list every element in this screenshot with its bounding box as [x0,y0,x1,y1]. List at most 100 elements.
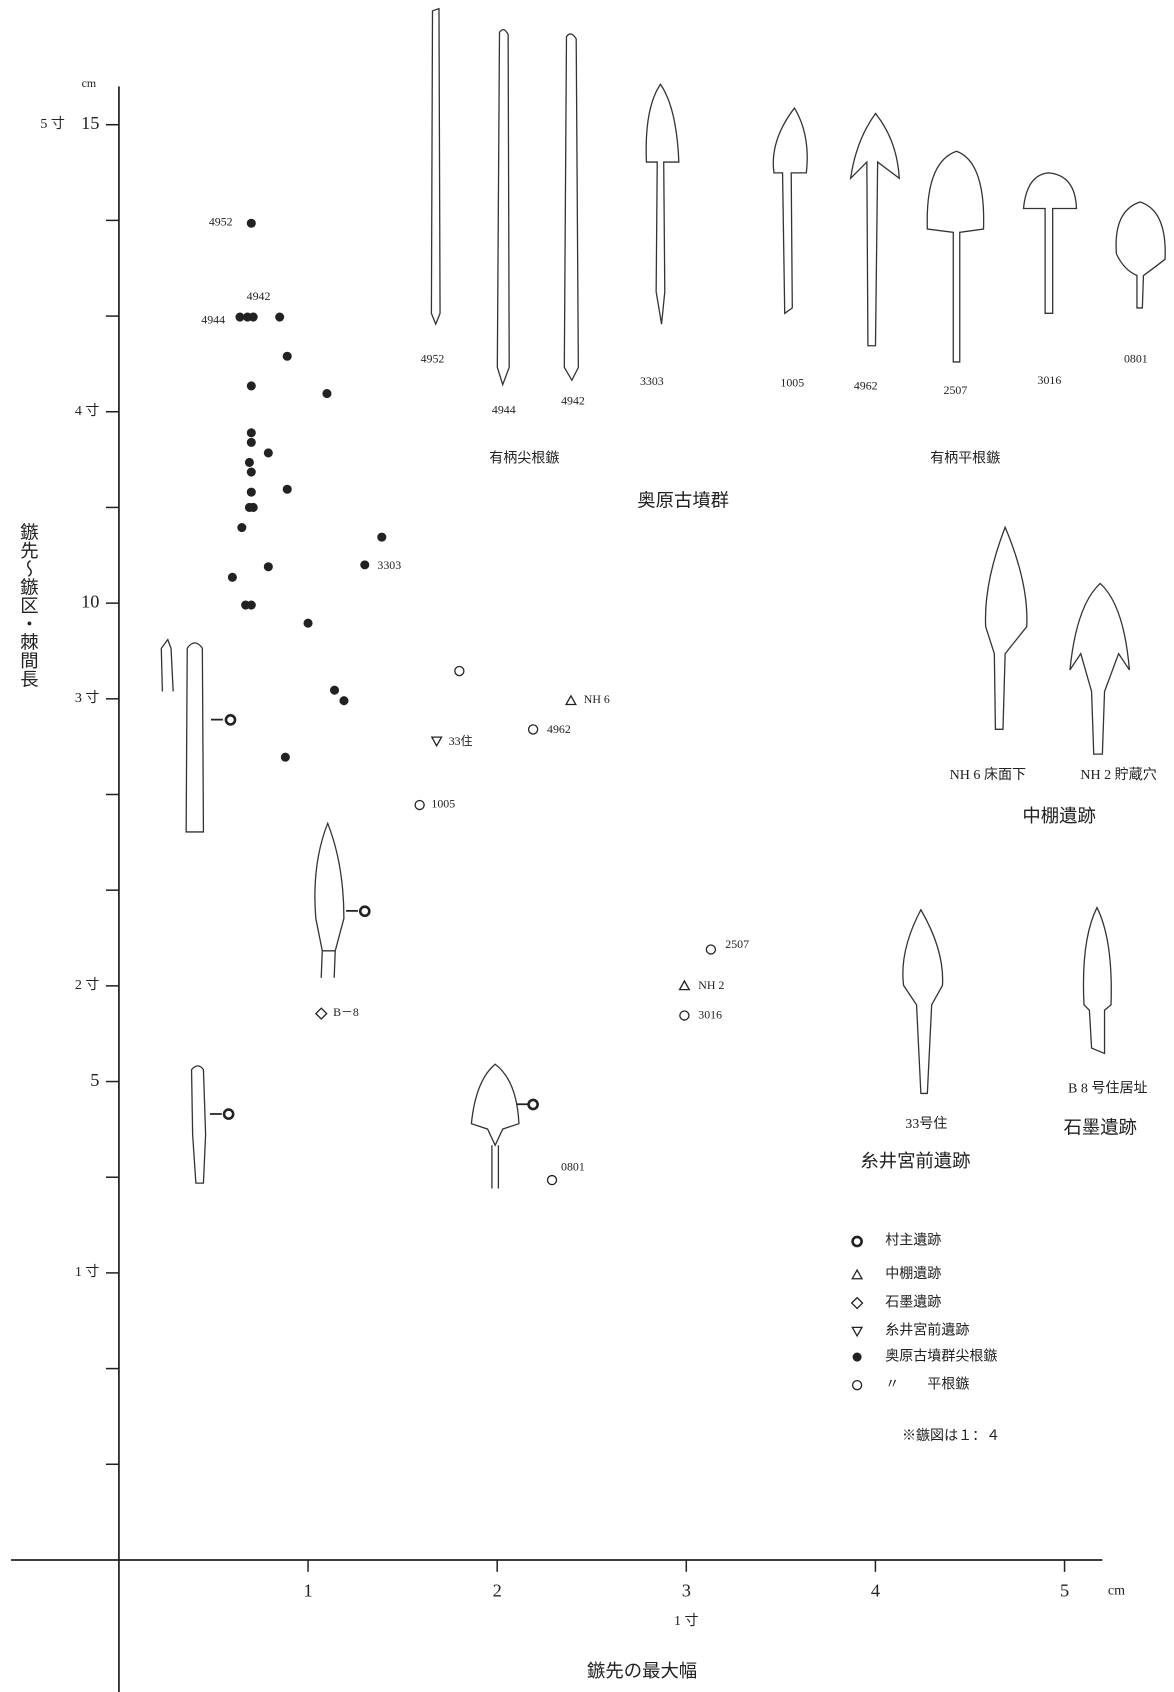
dot-marker [237,522,247,533]
point-label: 33住 [449,734,473,748]
diamond-marker [314,1007,328,1020]
point-label: 1005 [431,797,455,811]
circle-marker [705,944,717,955]
dot-marker [235,312,245,322]
y-unit: cm [82,76,97,90]
legend-label: 奥原古墳群尖根鏃 [885,1347,997,1364]
dot-marker [280,752,290,762]
triangle-marker [564,694,577,706]
triangle-down-marker [430,736,443,748]
point-label: 3303 [377,558,401,572]
legend-marker [850,1296,864,1310]
legend-label: 石墨遺跡 [885,1294,941,1310]
arrowhead-drawings [160,7,1166,1189]
annotation: 3303 [640,374,664,388]
annotation: 有柄平根鏃 [930,450,1000,466]
y-sun-tick-label: 2 寸 [75,977,100,993]
bold-circle-marker [527,1098,539,1111]
annotation: 33号住 [905,1116,947,1132]
point-label: 4952 [209,214,233,228]
dot-marker [282,484,292,494]
annotation: 糸井宮前遺跡 [860,1151,970,1171]
y-sun-tick-label: 4 寸 [75,403,100,419]
annotation: 0801 [1124,352,1148,366]
x-unit: cm [1108,1583,1125,1599]
bold-circle-marker [224,714,237,726]
x-tick-label: 4 [871,1581,880,1601]
legend-marker [852,1352,862,1362]
annotation: 1005 [780,375,804,389]
dot-marker [246,437,256,447]
point-label: 2507 [725,937,749,951]
x-axis-label: 鏃先の最大幅 [587,1661,697,1681]
legend-marker [851,1268,864,1280]
legend-label: 〃 平根鏃 [885,1376,969,1392]
dot-marker [377,532,387,542]
annotation: 4952 [421,352,445,366]
legend-marker [851,1379,863,1391]
y-tick-label: 15 [81,113,99,133]
point-label: 3016 [698,1007,722,1021]
dot-marker [360,560,370,570]
annotation: 4944 [492,402,516,416]
annotation: 有柄尖根鏃 [489,450,559,466]
circle-marker [454,665,465,677]
dot-marker [282,351,292,361]
annotation: 中棚遺跡 [1022,806,1095,826]
annotation: B 8 号住居址 [1068,1080,1148,1096]
point-label: 4962 [547,722,571,736]
circle-marker [546,1174,558,1186]
annotation: 石墨遺跡 [1063,1117,1136,1137]
annotation: 3016 [1038,373,1062,387]
dot-marker [322,389,332,399]
point-label: B－8 [333,1005,359,1019]
point-label: 4944 [201,313,225,327]
dot-marker [248,312,258,322]
dot-marker [303,618,313,628]
dot-marker [263,448,273,458]
annotation: 2507 [944,383,968,397]
x-tick-label: 1 [303,1581,312,1601]
dot-marker [246,218,256,228]
point-label: 4942 [247,289,271,303]
y-sun-tick-label: 5 寸 [40,116,65,132]
circle-marker [414,799,425,811]
annotation: 4942 [561,394,585,408]
dot-marker [227,572,237,582]
point-label: 0801 [561,1160,585,1174]
annotation: 4962 [854,379,878,393]
dot-marker [246,487,256,497]
dot-marker [329,685,340,695]
y-tick-label: 5 [90,1070,99,1090]
dot-marker [246,600,256,610]
dot-marker [275,312,285,322]
dot-marker [244,457,254,468]
circle-marker [527,724,539,735]
triangle-marker [678,979,691,991]
legend-label: 糸井宮前遺跡 [885,1321,969,1338]
dot-marker [263,562,273,572]
point-label: NH 2 [698,978,724,992]
note: ※鏃図は１：４ [902,1428,1000,1444]
y-sun-tick-label: 1 寸 [75,1264,100,1280]
dot-marker [339,696,349,706]
y-axis-label: 鏃先～鏃区・棘間長 [18,522,38,687]
bold-circle-marker [358,905,371,918]
annotation: 奥原古墳群 [637,491,729,511]
dot-marker [248,502,258,512]
circle-marker [679,1010,690,1021]
y-sun-tick-label: 3 寸 [75,690,100,706]
point-label: NH 6 [584,692,610,706]
annotation: NH 6 床面下 [950,767,1026,783]
x-tick-label: 2 [493,1581,502,1601]
dot-marker [246,381,256,391]
dot-marker [246,428,256,438]
bold-circle-marker [222,1108,235,1120]
legend-label: 中棚遺跡 [885,1266,941,1282]
x-tick-label: 5 [1060,1581,1069,1601]
dot-marker [246,467,256,477]
y-tick-label: 10 [81,591,99,611]
annotation: NH 2 貯蔵穴 [1080,767,1156,783]
